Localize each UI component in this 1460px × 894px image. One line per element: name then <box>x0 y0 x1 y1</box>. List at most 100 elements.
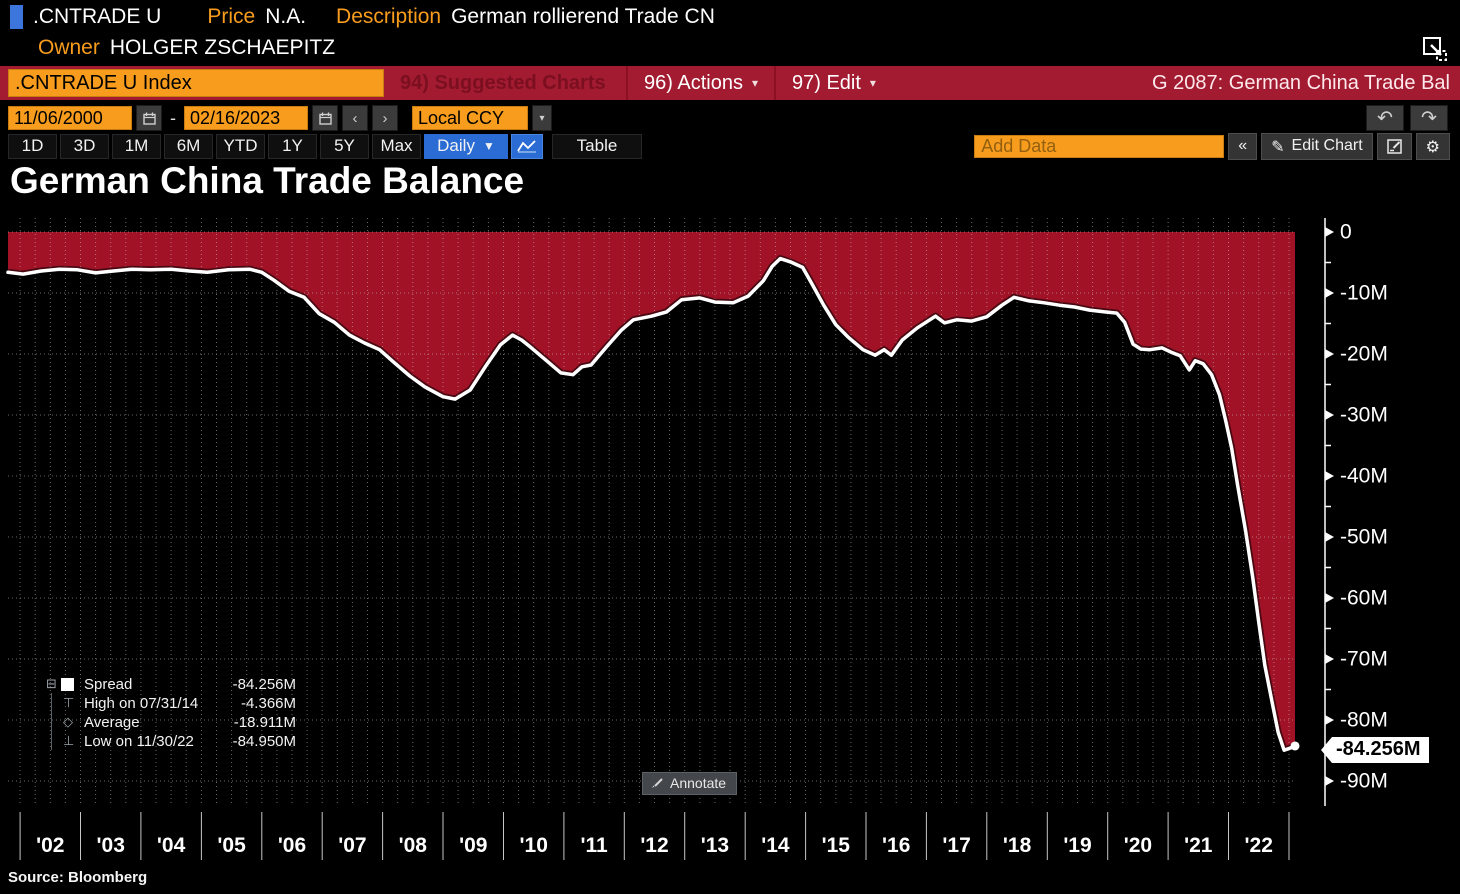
legend-label: High on 07/31/14 <box>84 695 199 712</box>
legend-row-average[interactable]: ◇ Average -18.911M <box>46 713 296 732</box>
svg-text:'12: '12 <box>640 834 668 857</box>
legend-value: -84.256M <box>232 676 296 693</box>
range-6m-button[interactable]: 6M <box>164 133 213 159</box>
start-date-input[interactable] <box>8 106 132 130</box>
svg-text:'17: '17 <box>942 834 970 857</box>
end-date-input[interactable] <box>184 106 308 130</box>
svg-text:'03: '03 <box>97 834 125 857</box>
step-forward-button[interactable]: › <box>372 105 398 131</box>
range-1d-button[interactable]: 1D <box>8 133 57 159</box>
owner-row: Owner HOLGER ZSCHAEPITZ <box>0 34 1460 62</box>
actions-menu-button[interactable]: 96) Actions ▾ <box>626 66 774 100</box>
range-ytd-button[interactable]: YTD <box>216 133 265 159</box>
date-toolbar: - ‹ › ▾ ↶ ↷ <box>0 104 1460 132</box>
svg-text:'20: '20 <box>1124 834 1152 857</box>
ticker-symbol: .CNTRADE U <box>33 5 162 28</box>
legend-row-spread[interactable]: ⊟ Spread -84.256M <box>46 675 296 694</box>
start-date-calendar-button[interactable] <box>136 105 162 131</box>
export-window-icon[interactable] <box>1422 36 1448 62</box>
last-value-tag: -84.256M <box>1321 737 1429 763</box>
legend-label: Low on 11/30/22 <box>84 733 194 750</box>
security-header-row: .CNTRADE U Price N.A. Description German… <box>0 0 1460 34</box>
legend-row-high[interactable]: ⊤ High on 07/31/14 -4.366M <box>46 694 296 713</box>
range-5y-button[interactable]: 5Y <box>320 133 369 159</box>
ticker-cursor-block-icon <box>10 5 23 29</box>
svg-text:'13: '13 <box>701 834 729 857</box>
undo-button[interactable]: ↶ <box>1366 105 1404 131</box>
chevron-down-icon: ▾ <box>869 76 876 90</box>
chart-legend[interactable]: ⊟ Spread -84.256M ⊤ High on 07/31/14 -4.… <box>46 675 296 751</box>
chart-id-title: G 2087: German China Trade Bal <box>1152 71 1450 94</box>
currency-select[interactable] <box>412 106 528 130</box>
svg-text:-10M: -10M <box>1340 282 1388 305</box>
svg-text:'18: '18 <box>1003 834 1032 857</box>
svg-text:'07: '07 <box>338 834 366 857</box>
svg-text:-70M: -70M <box>1340 648 1388 671</box>
legend-label: Spread <box>84 676 133 693</box>
undo-redo-group: ↶ ↷ <box>1366 105 1448 131</box>
line-chart-type-button[interactable] <box>511 133 543 159</box>
range-max-button[interactable]: Max <box>372 133 421 159</box>
y-axis: 0 -10M -20M -30M -40M -50M -60M -70M -80M -90M <box>1324 218 1388 806</box>
description-label: Description <box>336 5 442 28</box>
high-marker-icon: ⊤ <box>63 696 75 711</box>
svg-text:'02: '02 <box>36 834 64 857</box>
edit-menu-button[interactable]: 97) Edit ▾ <box>773 66 892 100</box>
chart-title: German China Trade Balance <box>10 160 525 201</box>
currency-dropdown-button[interactable]: ▾ <box>532 105 552 131</box>
spread-series-swatch <box>60 678 74 691</box>
source-attribution: Source: Bloomberg <box>8 869 148 886</box>
svg-text:-40M: -40M <box>1340 465 1388 488</box>
svg-text:-60M: -60M <box>1340 587 1388 610</box>
svg-text:'05: '05 <box>217 834 246 857</box>
table-view-button[interactable]: Table <box>552 133 642 159</box>
suggested-charts-button[interactable]: 94) Suggested Charts <box>400 71 606 94</box>
range-3d-button[interactable]: 3D <box>60 133 109 159</box>
security-input[interactable] <box>8 69 384 97</box>
collapse-panel-button[interactable]: « <box>1228 132 1258 160</box>
edit-label: 97) Edit <box>791 71 861 94</box>
line-chart-icon <box>517 140 536 153</box>
step-back-button[interactable]: ‹ <box>342 105 368 131</box>
actions-label: 96) Actions <box>644 71 743 94</box>
redo-button[interactable]: ↷ <box>1410 105 1448 131</box>
svg-text:'06: '06 <box>278 834 306 857</box>
pencil-icon <box>652 777 663 788</box>
svg-text:'11: '11 <box>580 834 608 857</box>
svg-text:-90M: -90M <box>1340 770 1388 793</box>
legend-value: -84.950M <box>232 733 296 750</box>
edit-chart-button[interactable]: ✎ Edit Chart <box>1261 132 1373 160</box>
legend-row-low[interactable]: ⊥ Low on 11/30/22 -84.950M <box>46 732 296 751</box>
range-1m-button[interactable]: 1M <box>112 133 161 159</box>
triangle-down-icon: ▼ <box>482 139 495 153</box>
average-marker-icon: ◇ <box>63 715 73 730</box>
svg-text:-50M: -50M <box>1340 526 1388 549</box>
pencil-icon: ✎ <box>1271 136 1285 156</box>
end-date-calendar-button[interactable] <box>312 105 338 131</box>
svg-text:'10: '10 <box>520 834 548 857</box>
calendar-icon <box>318 112 332 125</box>
legend-value: -18.911M <box>233 714 296 731</box>
command-toolbar: 94) Suggested Charts 96) Actions ▾ 97) E… <box>0 66 1460 100</box>
add-data-input[interactable] <box>974 134 1225 158</box>
settings-button[interactable]: ⚙ <box>1415 132 1450 160</box>
annotate-button[interactable]: Annotate <box>642 772 738 795</box>
svg-text:'14: '14 <box>761 834 790 857</box>
description-value: German rollierend Trade CN <box>451 5 715 28</box>
svg-text:'08: '08 <box>399 834 428 857</box>
svg-text:'21: '21 <box>1184 834 1213 857</box>
svg-text:0: 0 <box>1340 221 1352 244</box>
legend-expand-icon[interactable]: ⊟ <box>46 677 57 692</box>
owner-value: HOLGER ZSCHAEPITZ <box>109 36 336 59</box>
chart-settings-edit-button[interactable] <box>1376 132 1412 160</box>
annotate-label: Annotate <box>670 775 727 791</box>
range-1y-button[interactable]: 1Y <box>268 133 317 159</box>
chart-tools-group: « ✎ Edit Chart ⚙ <box>974 132 1450 160</box>
area-fill <box>8 232 1295 751</box>
date-range-separator: - <box>170 107 176 128</box>
chart-edit-icon <box>1386 138 1402 154</box>
frequency-dropdown[interactable]: Daily ▼ <box>424 133 508 159</box>
calendar-icon <box>142 112 156 125</box>
